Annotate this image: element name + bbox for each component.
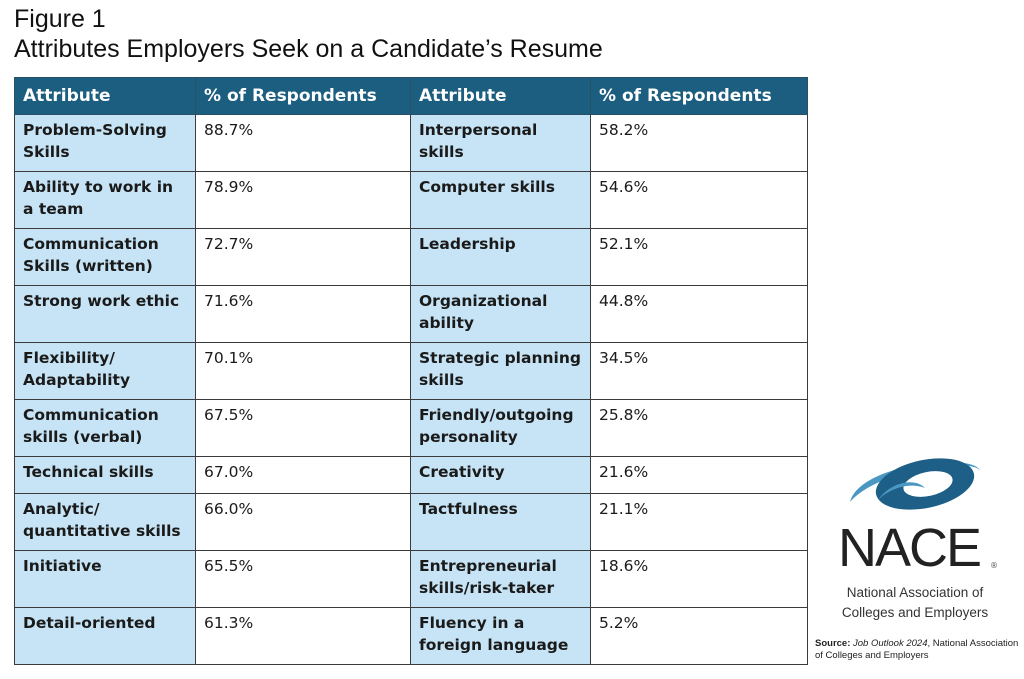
percent-cell: 71.6%: [195, 285, 411, 343]
table-row: Flexibility/ Adaptability 70.1% Strategic …: [14, 342, 808, 400]
header-attribute: Attribute: [14, 77, 196, 115]
header-percent: % of Respondents: [590, 77, 808, 115]
attribute-cell: Strategic planning skills: [410, 342, 591, 400]
attribute-cell: Creativity: [410, 456, 591, 494]
header-attribute: Attribute: [410, 77, 591, 115]
attribute-cell: Interpersonal skills: [410, 114, 591, 172]
attribute-cell: Tactfulness: [410, 493, 591, 551]
percent-cell: 67.0%: [195, 456, 411, 494]
table-row: Strong work ethic 71.6% Organizational abi…: [14, 285, 808, 343]
logo-wordmark: NACE: [838, 518, 980, 572]
attribute-cell: Flexibility/ Adaptability: [14, 342, 196, 400]
attribute-cell: Problem-Solving Skills: [14, 114, 196, 172]
table-row: Technical skills 67.0% Creativity 21.6%: [14, 456, 808, 494]
nace-logo: NACE ®: [838, 458, 998, 572]
percent-cell: 52.1%: [590, 228, 808, 286]
percent-cell: 78.9%: [195, 171, 411, 229]
logo-ring-hole: [903, 471, 953, 497]
attribute-cell: Organizational ability: [410, 285, 591, 343]
percent-cell: 67.5%: [195, 399, 411, 457]
attribute-cell: Computer skills: [410, 171, 591, 229]
attributes-table: Attribute % of Respondents Attribute % o…: [14, 77, 808, 665]
header-percent: % of Respondents: [195, 77, 411, 115]
table-row: Communication skills (verbal) 67.5% Friend…: [14, 399, 808, 457]
percent-cell: 25.8%: [590, 399, 808, 457]
attribute-cell: Communication skills (verbal): [14, 399, 196, 457]
percent-cell: 21.6%: [590, 456, 808, 494]
attribute-cell: Initiative: [14, 550, 196, 608]
source-note: Source: Job Outlook 2024, National Assoc…: [815, 638, 1024, 662]
attribute-cell: Entrepreneurial skills/risk-taker: [410, 550, 591, 608]
attribute-cell: Friendly/outgoing personality: [410, 399, 591, 457]
attribute-cell: Analytic/ quantitative skills: [14, 493, 196, 551]
attribute-cell: Communication Skills (written): [14, 228, 196, 286]
table-row: Problem-Solving Skills 88.7% Interpersonal…: [14, 114, 808, 172]
figure-label: Figure 1: [14, 5, 106, 33]
org-line-2: Colleges and Employers: [841, 605, 989, 620]
percent-cell: 88.7%: [195, 114, 411, 172]
percent-cell: 5.2%: [590, 607, 808, 665]
figure-heading: Figure 1 Attributes Employers Seek on a …: [14, 4, 603, 64]
logo-inner-swoosh: [878, 482, 925, 500]
source-rest: , National Association of Colleges and E…: [815, 638, 1019, 661]
percent-cell: 44.8%: [590, 285, 808, 343]
table-header-row: Attribute % of Respondents Attribute % o…: [14, 77, 808, 115]
percent-cell: 34.5%: [590, 342, 808, 400]
table-row: Ability to work in a team 78.9% Computer s…: [14, 171, 808, 229]
attribute-cell: Ability to work in a team: [14, 171, 196, 229]
attribute-cell: Detail-oriented: [14, 607, 196, 665]
percent-cell: 21.1%: [590, 493, 808, 551]
attribute-cell: Leadership: [410, 228, 591, 286]
percent-cell: 54.6%: [590, 171, 808, 229]
figure-title: Attributes Employers Seek on a Candidate…: [14, 35, 603, 63]
attribute-cell: Fluency in a foreign language: [410, 607, 591, 665]
organization-name: National Association of Colleges and Emp…: [815, 583, 1015, 623]
percent-cell: 65.5%: [195, 550, 411, 608]
table-row: Initiative 65.5% Entrepreneurial skills/ri…: [14, 550, 808, 608]
percent-cell: 61.3%: [195, 607, 411, 665]
org-line-1: National Association of: [846, 585, 984, 600]
percent-cell: 18.6%: [590, 550, 808, 608]
percent-cell: 70.1%: [195, 342, 411, 400]
table-row: Detail-oriented 61.3% Fluency in a foreign…: [14, 607, 808, 665]
source-label: Source:: [815, 638, 851, 649]
attribute-cell: Strong work ethic: [14, 285, 196, 343]
percent-cell: 72.7%: [195, 228, 411, 286]
source-publication: Job Outlook 2024: [853, 638, 928, 649]
table-row: Communication Skills (written) 72.7% Leade…: [14, 228, 808, 286]
table-row: Analytic/ quantitative skills 66.0% Tactfu…: [14, 493, 808, 551]
svg-text:®: ®: [990, 561, 998, 570]
attribute-cell: Technical skills: [14, 456, 196, 494]
percent-cell: 58.2%: [590, 114, 808, 172]
percent-cell: 66.0%: [195, 493, 411, 551]
